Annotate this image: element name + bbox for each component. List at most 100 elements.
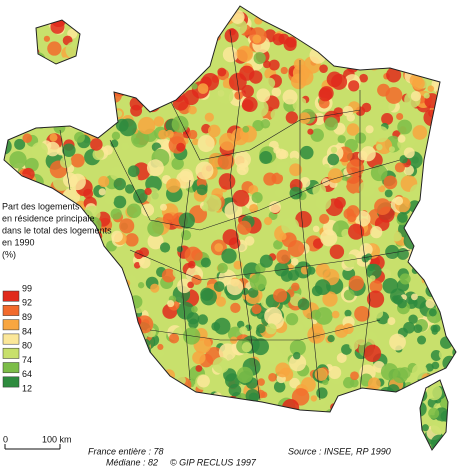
texture-dot <box>226 435 236 445</box>
texture-dot <box>85 336 97 348</box>
texture-dot <box>18 90 35 107</box>
texture-dot <box>42 76 57 91</box>
texture-dot <box>253 51 266 65</box>
texture-dot <box>448 268 456 277</box>
texture-dot <box>310 395 318 402</box>
texture-dot <box>94 30 113 49</box>
texture-dot <box>411 401 427 417</box>
texture-dot <box>191 83 198 90</box>
texture-dot <box>388 146 395 153</box>
texture-dot <box>21 259 31 269</box>
texture-dot <box>192 138 199 146</box>
texture-dot <box>113 195 127 209</box>
texture-dot <box>335 428 354 446</box>
texture-dot <box>138 19 148 29</box>
texture-dot <box>31 343 46 358</box>
texture-dot <box>149 78 165 94</box>
texture-dot <box>140 395 157 411</box>
texture-dot <box>312 225 320 233</box>
texture-dot <box>423 92 430 99</box>
texture-dot <box>76 48 87 59</box>
texture-dot <box>39 256 58 274</box>
texture-dot <box>434 195 446 207</box>
texture-dot <box>395 174 404 183</box>
texture-dot <box>438 215 455 232</box>
legend-swatch <box>2 319 20 331</box>
texture-dot <box>289 377 300 389</box>
texture-dot <box>92 148 105 161</box>
texture-dot <box>444 218 452 225</box>
texture-dot <box>42 387 49 395</box>
texture-dot <box>241 84 254 98</box>
texture-dot <box>349 465 357 469</box>
texture-dot <box>304 416 322 435</box>
texture-dot <box>59 251 73 265</box>
texture-dot <box>249 203 259 213</box>
texture-dot <box>102 6 111 9</box>
texture-dot <box>297 97 307 107</box>
texture-dot <box>457 448 465 456</box>
texture-dot <box>38 367 47 376</box>
texture-dot <box>446 190 456 205</box>
texture-dot <box>91 94 109 112</box>
texture-dot <box>133 386 148 402</box>
texture-dot <box>66 332 79 346</box>
texture-dot <box>114 332 132 350</box>
texture-dot <box>432 182 442 192</box>
texture-dot <box>273 146 281 154</box>
texture-dot <box>135 64 150 80</box>
texture-dot <box>24 417 40 434</box>
texture-dot <box>358 421 376 439</box>
texture-dot <box>138 18 146 26</box>
texture-dot <box>381 113 394 125</box>
texture-dot <box>340 27 358 46</box>
texture-dot <box>434 77 451 94</box>
texture-dot <box>119 30 129 39</box>
texture-dot <box>387 423 401 436</box>
texture-dot <box>199 22 215 38</box>
texture-dot <box>4 29 18 43</box>
texture-dot <box>101 410 117 425</box>
texture-dot <box>80 98 88 107</box>
texture-dot <box>449 449 456 450</box>
texture-dot <box>109 49 121 62</box>
texture-dot <box>461 164 470 178</box>
texture-dot <box>258 449 270 450</box>
texture-dot <box>102 265 118 280</box>
texture-dot <box>169 388 186 405</box>
texture-dot <box>91 372 104 386</box>
texture-dot <box>348 275 364 291</box>
texture-dot <box>347 32 354 39</box>
texture-dot <box>76 281 88 292</box>
texture-dot <box>32 104 43 115</box>
texture-dot <box>427 85 435 92</box>
legend-label: 74 <box>22 355 32 365</box>
texture-dot <box>4 8 10 16</box>
texture-dot <box>103 49 111 56</box>
texture-dot <box>461 137 470 152</box>
texture-dot <box>276 448 287 450</box>
texture-dot <box>300 145 314 160</box>
source: Source : INSEE, RP 1990 <box>288 446 391 456</box>
texture-dot <box>229 427 238 436</box>
texture-dot <box>160 423 173 436</box>
texture-dot <box>448 282 456 295</box>
texture-dot <box>185 444 196 450</box>
texture-dot <box>305 20 314 29</box>
texture-dot <box>80 18 95 32</box>
legend-swatch <box>2 362 20 374</box>
texture-dot <box>276 249 291 264</box>
texture-dot <box>300 429 316 444</box>
texture-dot <box>313 33 320 41</box>
texture-dot <box>440 92 456 109</box>
texture-dot <box>466 270 470 277</box>
texture-dot <box>132 371 149 388</box>
texture-dot <box>78 365 90 378</box>
texture-dot <box>230 302 241 314</box>
texture-dot <box>359 243 373 257</box>
texture-dot <box>94 298 112 317</box>
department-borders <box>59 29 411 401</box>
texture-dot <box>179 168 193 183</box>
texture-dot <box>70 153 85 168</box>
texture-dot <box>344 309 352 317</box>
